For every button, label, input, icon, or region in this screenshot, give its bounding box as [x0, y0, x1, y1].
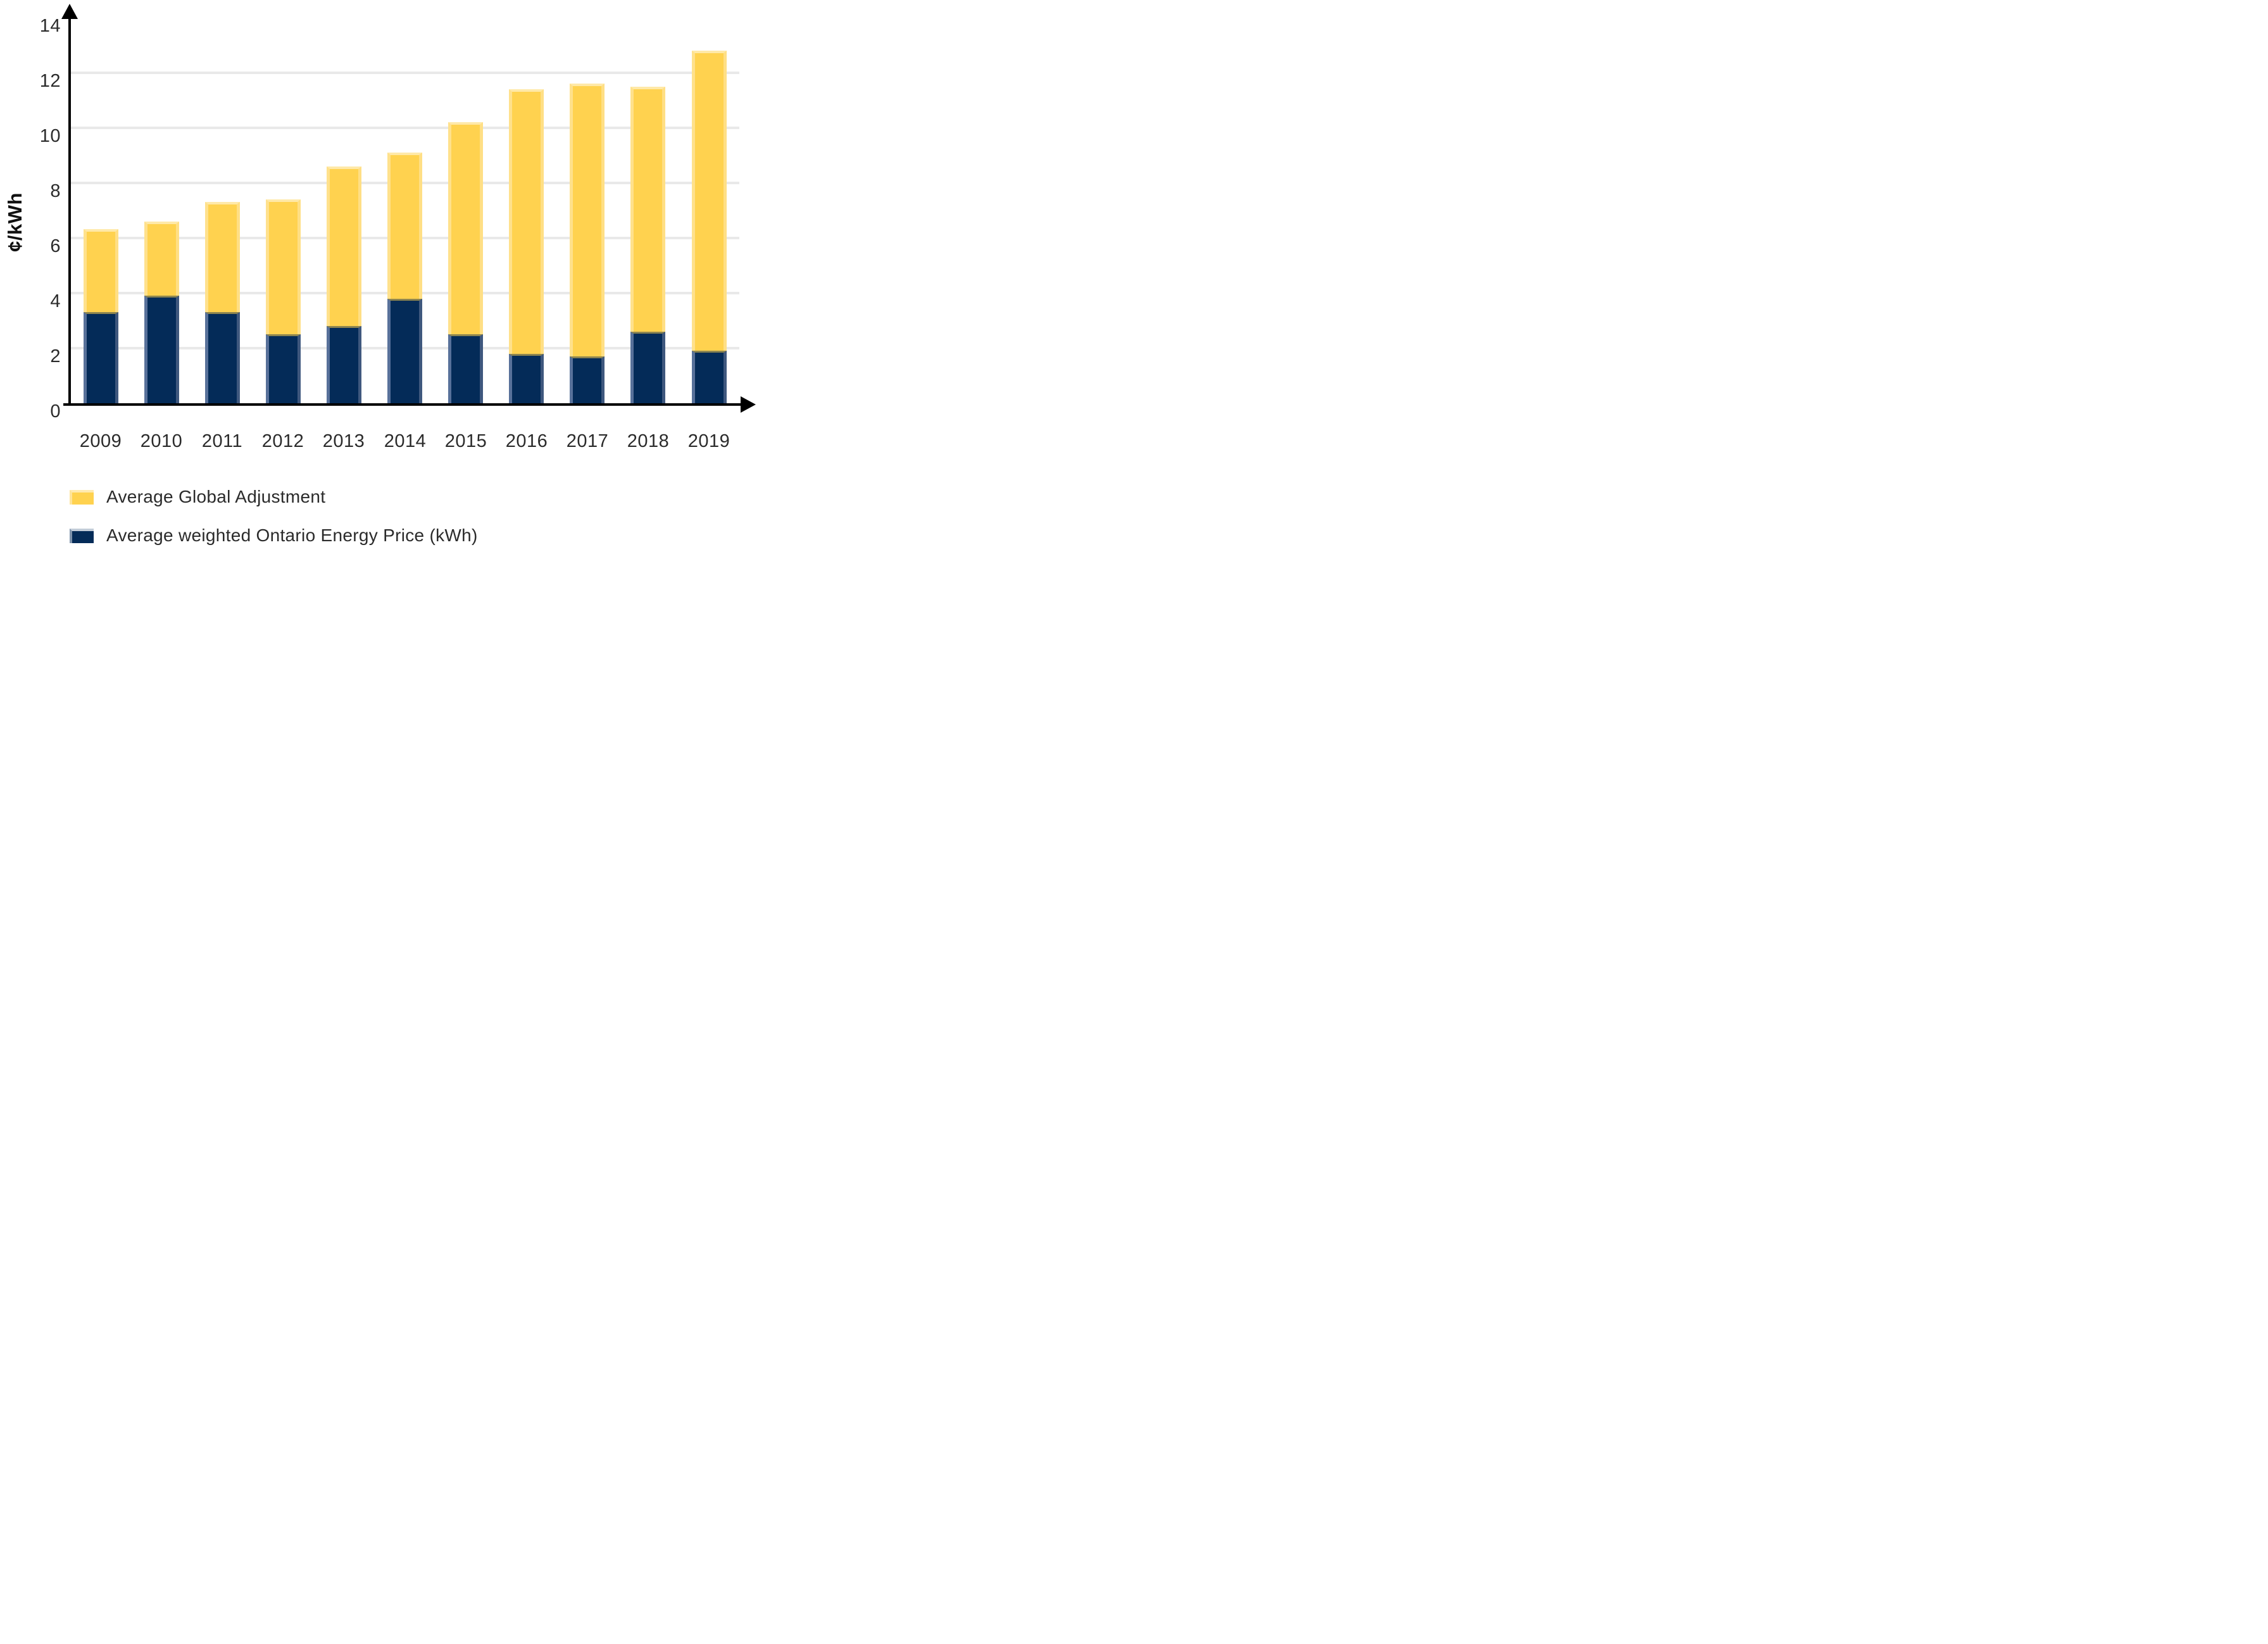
bar-2013-energy-price-segment — [327, 326, 361, 403]
bar-2015-energy-price-segment — [448, 334, 483, 403]
chart-legend: Average Global Adjustment Average weighte… — [70, 487, 478, 551]
legend-label-ga: Average Global Adjustment — [106, 487, 326, 506]
bar-2016 — [509, 89, 544, 403]
x-tick-label-2012: 2012 — [261, 431, 304, 451]
y-axis-line — [68, 18, 71, 406]
bar-2010-energy-price-segment — [144, 296, 179, 403]
bar-2013-global-adjustment-segment — [327, 166, 361, 326]
bar-2017 — [570, 84, 605, 403]
bar-2019-global-adjustment-segment — [692, 51, 727, 351]
bar-2014-energy-price-segment — [387, 299, 422, 403]
y-tick-label-0: 0 — [50, 401, 61, 422]
x-tick-label-2009: 2009 — [79, 431, 122, 451]
y-tick-label-10: 10 — [39, 126, 61, 146]
bar-2019-energy-price-segment — [692, 351, 727, 403]
bar-2013 — [327, 166, 361, 403]
x-tick-label-2016: 2016 — [505, 431, 548, 451]
bar-2011-global-adjustment-segment — [205, 202, 240, 312]
legend-item-ga: Average Global Adjustment — [70, 487, 478, 506]
y-tick-label-14: 14 — [39, 16, 61, 36]
x-tick-label-2011: 2011 — [201, 431, 243, 451]
bar-2009-global-adjustment-segment — [84, 229, 118, 312]
bar-2018-global-adjustment-segment — [630, 87, 665, 332]
bar-2009 — [84, 229, 118, 403]
y-tick-label-2: 2 — [50, 346, 61, 367]
x-tick-label-2018: 2018 — [627, 431, 670, 451]
bar-2011 — [205, 202, 240, 403]
bar-2015 — [448, 122, 483, 403]
y-tick-label-4: 4 — [50, 291, 61, 311]
bar-2010 — [144, 222, 179, 403]
legend-swatch-ga-icon — [70, 489, 94, 505]
bar-2017-energy-price-segment — [570, 356, 605, 403]
bar-2017-global-adjustment-segment — [570, 84, 605, 356]
bar-2009-energy-price-segment — [84, 312, 118, 403]
gridline-12 — [70, 72, 739, 74]
legend-item-hoep: Average weighted Ontario Energy Price (k… — [70, 525, 478, 545]
y-tick-label-6: 6 — [50, 236, 61, 256]
legend-swatch-hoep-icon — [70, 528, 94, 543]
x-tick-label-2015: 2015 — [444, 431, 487, 451]
x-tick-label-2019: 2019 — [687, 431, 730, 451]
bar-2015-global-adjustment-segment — [448, 122, 483, 334]
bar-2014 — [387, 153, 422, 403]
legend-label-hoep: Average weighted Ontario Energy Price (k… — [106, 525, 478, 545]
y-axis-arrow-icon — [61, 4, 78, 19]
bar-2018 — [630, 87, 665, 403]
bar-2016-global-adjustment-segment — [509, 89, 544, 354]
bar-2019 — [692, 51, 727, 403]
x-axis-arrow-icon — [741, 396, 756, 413]
x-tick-label-2013: 2013 — [322, 431, 365, 451]
bar-2012 — [266, 199, 301, 403]
bar-2011-energy-price-segment — [205, 312, 240, 403]
x-tick-label-2010: 2010 — [140, 431, 183, 451]
y-tick-label-8: 8 — [50, 181, 61, 201]
x-tick-label-2014: 2014 — [384, 431, 427, 451]
bar-2014-global-adjustment-segment — [387, 153, 422, 299]
bar-2018-energy-price-segment — [630, 332, 665, 403]
bar-2010-global-adjustment-segment — [144, 222, 179, 296]
x-axis-line — [63, 403, 741, 406]
bar-2012-global-adjustment-segment — [266, 199, 301, 334]
bar-2016-energy-price-segment — [509, 354, 544, 403]
gridline-10 — [70, 127, 739, 129]
x-tick-label-2017: 2017 — [566, 431, 609, 451]
ontario-electricity-price-stacked-bar-chart: ¢/kWh 0 2 4 6 8 10 12 14 2009 2010 2011 2012 2013 20… — [0, 0, 760, 551]
y-tick-label-12: 12 — [39, 71, 61, 91]
bar-2012-energy-price-segment — [266, 334, 301, 403]
